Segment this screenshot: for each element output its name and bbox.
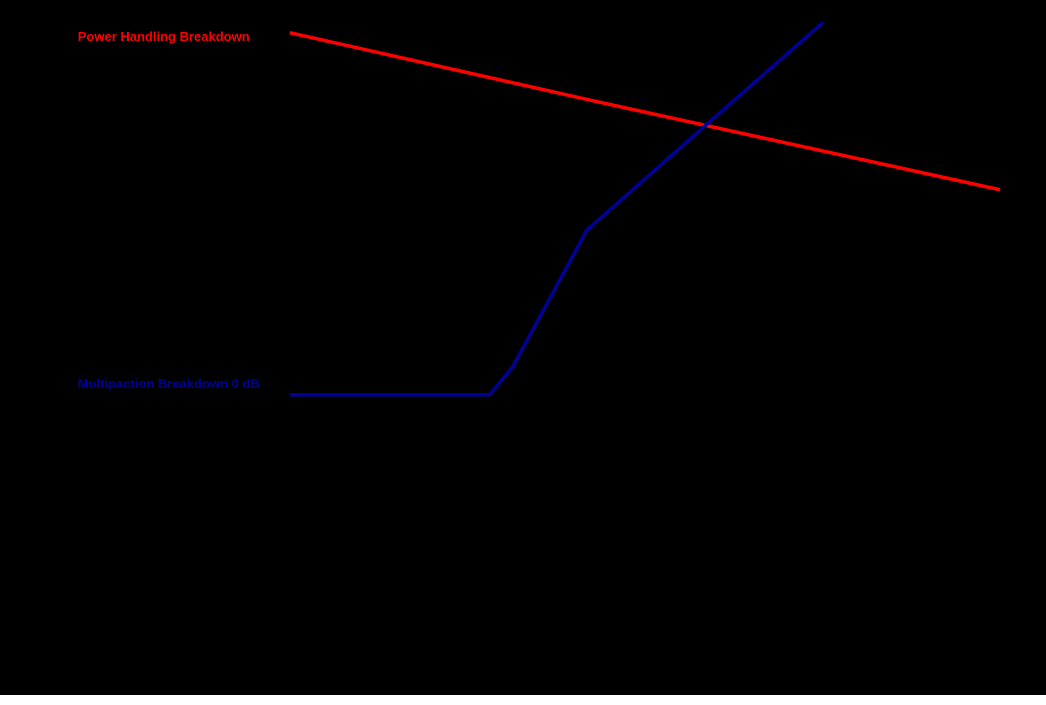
series-line <box>289 30 1001 192</box>
series-label: Multipaction Breakdown 0 dB <box>78 376 260 391</box>
series-label: Power Handling Breakdown <box>78 29 250 44</box>
series-line <box>289 20 825 397</box>
